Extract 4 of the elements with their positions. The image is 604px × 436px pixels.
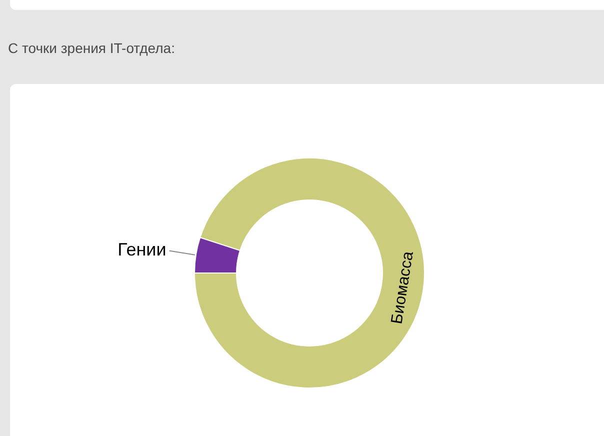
slice-label: Биомасса [388, 250, 417, 326]
donut-slice [194, 158, 425, 388]
chart-title: С точки зрения IT-отдела: [8, 40, 175, 56]
slice-label: Гении [118, 239, 166, 260]
